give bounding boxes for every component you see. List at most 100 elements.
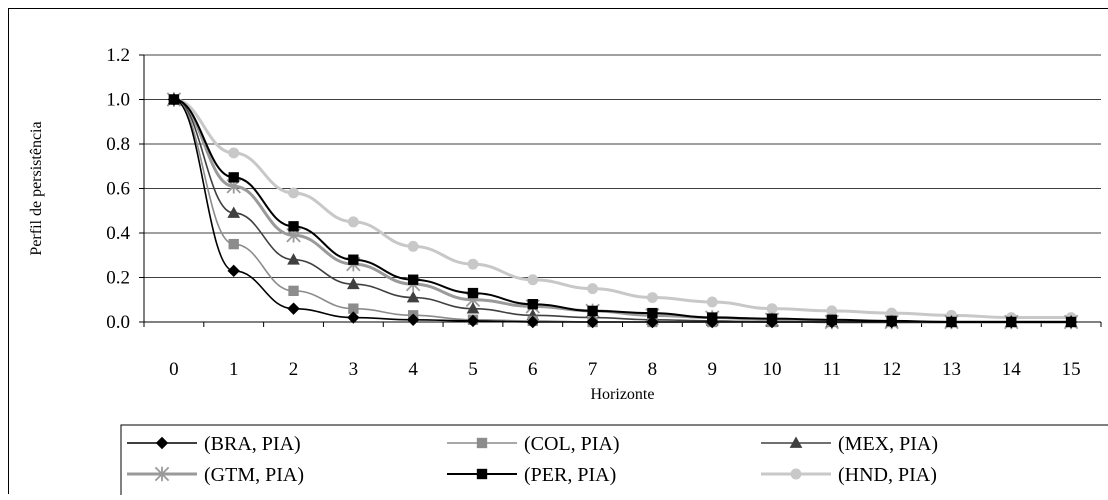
data-point xyxy=(1005,315,1018,329)
data-point xyxy=(466,302,480,314)
data-point xyxy=(586,315,599,329)
legend: (BRA, PIA) (COL, PIA) (MEX, PIA) (GTM, PIA)… xyxy=(120,424,1108,500)
legend-marker xyxy=(476,437,488,449)
data-point xyxy=(227,206,241,218)
x-tick-label: 2 xyxy=(289,359,299,380)
x-axis-title: Horizonte xyxy=(591,386,655,403)
y-tick-label: 0.8 xyxy=(106,134,130,155)
series-6 xyxy=(168,94,1077,323)
data-point xyxy=(646,315,659,329)
legend-item: (HND, PIA) xyxy=(761,464,937,486)
legend-item: (PER, PIA) xyxy=(447,464,616,486)
series-lines xyxy=(166,92,1079,330)
legend-label: (GTM, PIA) xyxy=(204,464,304,486)
y-tick-label: 1.2 xyxy=(106,45,130,66)
legend-marker xyxy=(790,468,802,480)
x-tick-label: 11 xyxy=(823,359,841,380)
data-point xyxy=(467,258,479,270)
y-axis-title: Perfil de persistência xyxy=(28,121,45,255)
data-point xyxy=(228,172,239,183)
series-line xyxy=(173,98,1072,323)
data-point xyxy=(527,299,538,310)
data-point xyxy=(587,305,598,317)
legend-item: (COL, PIA) xyxy=(447,433,620,455)
x-tick-label: 5 xyxy=(468,359,478,380)
y-tick-label: 1.0 xyxy=(106,90,130,111)
x-tick-labels: 0 1 2 3 4 5 6 7 8 9 10 11 12 13 14 15 xyxy=(169,359,1080,380)
chart-svg: 0.00.20.40.60.81.01.2 0 1 2 3 4 5 6 7 8 9 10 11 12 13… xyxy=(28,45,1108,500)
data-point xyxy=(765,315,779,329)
legend-item: (MEX, PIA) xyxy=(761,433,938,455)
series-1 xyxy=(167,93,1078,329)
series-line xyxy=(173,98,1072,323)
legend-label: (HND, PIA) xyxy=(838,464,937,486)
legend-marker xyxy=(789,436,803,448)
data-point xyxy=(348,254,359,265)
data-point xyxy=(826,305,838,317)
x-tick-label: 3 xyxy=(349,359,359,380)
x-tick-label: 0 xyxy=(169,359,179,380)
data-point xyxy=(407,274,419,285)
x-tick-label: 6 xyxy=(528,359,538,380)
data-point xyxy=(527,274,539,286)
data-point xyxy=(346,277,360,290)
data-point xyxy=(466,314,480,328)
data-point xyxy=(287,302,300,315)
data-point xyxy=(228,147,240,159)
legend-box xyxy=(120,424,1108,500)
data-point xyxy=(347,311,360,324)
x-tick-label: 13 xyxy=(942,359,961,380)
series-line xyxy=(173,98,1072,323)
x-tick-label: 1 xyxy=(229,359,239,380)
legend-item: (BRA, PIA) xyxy=(127,433,301,455)
data-point xyxy=(766,303,778,315)
data-point xyxy=(825,315,839,329)
x-tick-label: 15 xyxy=(1062,359,1081,380)
data-point xyxy=(288,285,299,297)
data-point xyxy=(945,315,958,329)
legend-marker xyxy=(476,468,488,480)
gridlines xyxy=(139,54,1101,323)
data-point xyxy=(288,221,299,232)
x-tick-label: 9 xyxy=(707,359,717,380)
x-tick-label: 10 xyxy=(763,359,782,380)
data-point xyxy=(1064,315,1078,329)
data-point xyxy=(287,253,300,265)
legend-label: (MEX, PIA) xyxy=(838,433,938,455)
data-point xyxy=(228,238,239,250)
data-point xyxy=(706,315,719,329)
series-line xyxy=(173,98,1072,320)
y-tick-label: 0.4 xyxy=(106,223,130,244)
data-point xyxy=(406,313,420,326)
chart-frame: 0.0 0.2 0.4 0.6 0.8 1.0 1.2 0 1 2 3 4 5 6 7 8 9 10 11 12 13… xyxy=(8,8,1108,500)
data-point xyxy=(646,292,658,303)
legend-marker xyxy=(154,466,170,482)
y-tick-labels: 0.0 0.2 0.4 0.6 0.8 1.0 1.2 xyxy=(106,45,130,333)
data-point xyxy=(467,287,479,299)
x-tick-label: 4 xyxy=(408,359,418,380)
y-tick-label: 0.6 xyxy=(106,179,130,200)
series-line xyxy=(173,98,1072,324)
data-point xyxy=(885,315,898,329)
x-tick-label: 12 xyxy=(882,359,901,380)
y-tick-label: 0.2 xyxy=(106,268,130,289)
legend-item: (GTM, PIA) xyxy=(127,464,304,486)
data-point xyxy=(347,216,359,228)
x-tick-label: 8 xyxy=(648,359,658,380)
data-point xyxy=(706,296,718,308)
data-point xyxy=(407,240,419,252)
data-point xyxy=(406,290,420,303)
data-point xyxy=(167,93,181,106)
legend-marker xyxy=(155,436,169,450)
series-line xyxy=(173,98,1072,323)
y-tick-label: 0.0 xyxy=(106,312,130,333)
data-point xyxy=(587,283,599,295)
legend-label: (COL, PIA) xyxy=(524,433,620,455)
data-point xyxy=(526,315,539,329)
data-point xyxy=(288,187,299,199)
x-tick-label: 14 xyxy=(1002,359,1022,380)
legend-label: (BRA, PIA) xyxy=(204,433,301,455)
data-point xyxy=(227,264,240,278)
legend-label: (PER, PIA) xyxy=(524,464,616,486)
x-tick-label: 7 xyxy=(588,359,598,380)
